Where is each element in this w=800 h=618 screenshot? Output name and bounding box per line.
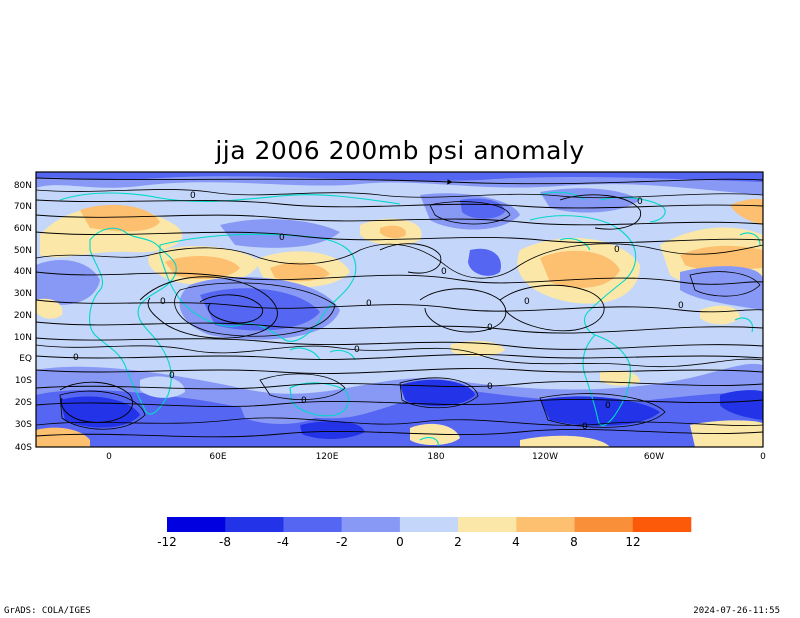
contour-label: 0 [366,299,372,309]
lat-label: 40S [15,443,32,453]
lat-axis: 80N 70N 60N 50N 40N 30N 20N 10N EQ 10S 2… [14,181,32,453]
contour-label: 0 [605,401,611,411]
lon-label: 180 [427,452,444,462]
contour-label: 0 [160,297,166,307]
colorbar-boxes [167,517,692,532]
lon-label: 60W [644,452,664,462]
footer-timestamp: 2024-07-26-11:55 [693,606,780,616]
lat-label: 70N [14,202,32,212]
contour-label: 0 [169,371,175,381]
contour-label: 0 [354,345,360,355]
lat-label: 50N [14,246,32,256]
anomaly-shading [36,172,763,447]
colorbar-box [225,517,284,532]
contour-label: 0 [614,245,620,255]
colorbar-label: -12 [157,535,177,549]
contour-label: 0 [279,233,285,243]
colorbar-label: -2 [336,535,348,549]
lon-label: 0 [760,452,766,462]
lat-label: 10N [14,333,32,343]
colorbar-label: 2 [454,535,462,549]
lon-label: 60E [209,452,226,462]
contour-label: 0 [73,353,79,363]
colorbar-label: 4 [512,535,520,549]
contour-label: 0 [487,323,493,333]
footer-credit: GrADS: COLA/IGES [4,606,91,616]
lat-label: 60N [14,224,32,234]
contour-label: 0 [678,301,684,311]
colorbar-box [167,517,226,532]
streamlines [36,177,763,438]
contour-label-group: 0 0 0 0 0 0 0 0 0 0 0 0 0 0 0 0 0 [73,191,684,432]
coastlines [59,191,761,447]
colorbar-label: 12 [625,535,640,549]
contour-label: 0 [582,422,588,432]
contour-label: 0 [301,396,307,406]
lon-label: 120E [316,452,339,462]
lon-label: 0 [106,452,112,462]
contour-label: 0 [441,267,447,277]
lon-axis: 0 60E 120E 180 120W 60W 0 [106,452,766,462]
contour-label: 0 [637,197,643,207]
colorbar-label: -4 [277,535,289,549]
lat-label: 20N [14,311,32,321]
lat-label: 20S [15,398,32,408]
contour-label: 0 [487,382,493,392]
contour-label: 0 [190,191,196,201]
lat-label: 40N [14,267,32,277]
colorbar-box [458,517,517,532]
colorbar-label: 8 [570,535,578,549]
colorbar-label: -8 [219,535,231,549]
contour-label: 0 [524,297,530,307]
lat-label: 80N [14,181,32,191]
colorbar: -12 -8 -4 -2 0 2 4 8 12 [157,517,692,549]
map-frame [35,171,764,448]
map-title: jja 2006 200mb psi anomaly [215,136,585,165]
colorbar-box [399,517,459,532]
colorbar-label: 0 [396,535,404,549]
lat-label: 10S [15,376,32,386]
colorbar-box [283,517,342,532]
lat-label: 30S [15,420,32,430]
colorbar-box [516,517,575,532]
lon-label: 120W [532,452,558,462]
colorbar-box [341,517,401,532]
colorbar-labels: -12 -8 -4 -2 0 2 4 8 12 [157,535,640,549]
lat-label: EQ [19,354,32,364]
colorbar-box [632,517,692,532]
lat-label: 30N [14,289,32,299]
colorbar-box [574,517,634,532]
